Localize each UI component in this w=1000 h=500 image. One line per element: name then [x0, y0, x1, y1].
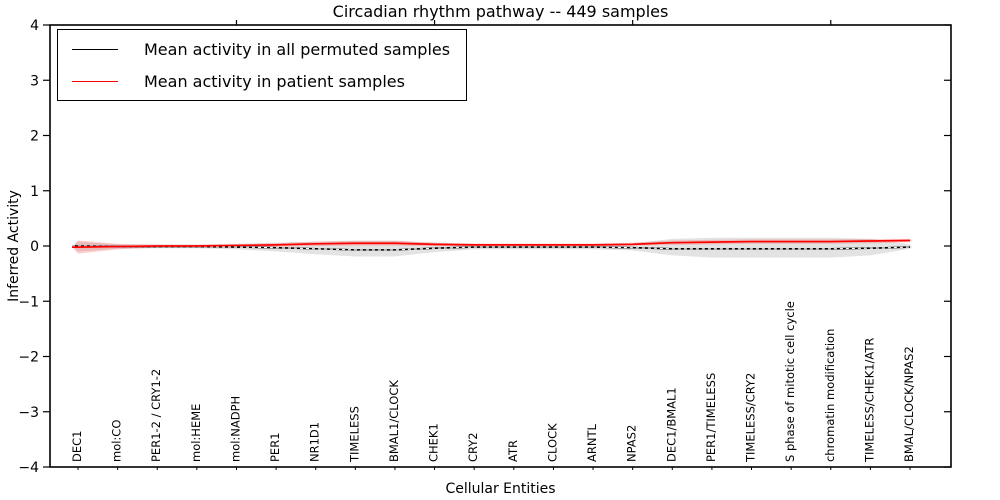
y-tick-label: −4	[18, 460, 39, 476]
x-tick-label: NR1D1	[308, 422, 322, 462]
x-tick-label: DEC1	[70, 431, 84, 462]
x-tick-label: ARNTL	[585, 424, 599, 462]
x-tick-label: mol:CO	[110, 420, 124, 462]
legend-item-label: Mean activity in patient samples	[144, 71, 405, 91]
x-tick-label: PER1	[268, 432, 282, 462]
x-tick-label: ATR	[506, 440, 520, 462]
chart-title: Circadian rhythm pathway -- 449 samples	[332, 2, 669, 21]
x-tick-label: S phase of mitotic cell cycle	[783, 301, 797, 462]
x-axis-label: Cellular Entities	[445, 481, 556, 497]
x-tick-label: mol:NADPH	[228, 396, 242, 462]
x-tick-label: PER1-2 / CRY1-2	[149, 369, 163, 462]
y-tick-label: 2	[30, 129, 39, 145]
legend-item: Mean activity in all permuted samples	[72, 36, 450, 62]
legend-line-sample	[72, 80, 118, 82]
x-tick-label: CRY2	[466, 432, 480, 462]
y-axis-label: Inferred Activity	[6, 190, 22, 302]
x-tick-label: CHEK1	[427, 423, 441, 462]
x-tick-label: TIMELESS/CRY2	[744, 373, 758, 463]
x-tick-label: chromatin modification	[823, 329, 837, 462]
legend-line-sample	[72, 48, 118, 50]
x-tick-label: CLOCK	[545, 423, 559, 462]
y-tick-label: −1	[18, 294, 39, 310]
x-tick-label: mol:HEME	[189, 404, 203, 462]
x-tick-label: DEC1/BMAL1	[664, 387, 678, 462]
legend: Mean activity in all permuted samples Mea…	[57, 29, 468, 101]
series-line	[72, 245, 911, 251]
x-tick-label: NPAS2	[625, 425, 639, 462]
x-tick-label: TIMELESS	[347, 406, 361, 463]
legend-item-label: Mean activity in all permuted samples	[144, 39, 451, 59]
y-tick-label: −3	[18, 405, 39, 421]
y-tick-label: 0	[30, 239, 39, 255]
y-tick-label: 4	[30, 18, 39, 34]
y-tick-label: 1	[30, 184, 39, 200]
x-tick-label: BMAL1/CLOCK	[387, 380, 401, 462]
series-line	[72, 239, 911, 248]
x-tick-label: BMAL/CLOCK/NPAS2	[902, 346, 916, 462]
legend-item: Mean activity in patient samples	[72, 68, 450, 94]
y-tick-label: 3	[30, 73, 39, 89]
y-tick-label: −2	[18, 350, 39, 366]
x-tick-label: TIMELESS/CHEK1/ATR	[862, 338, 876, 463]
x-tick-label: PER1/TIMELESS	[704, 373, 718, 462]
